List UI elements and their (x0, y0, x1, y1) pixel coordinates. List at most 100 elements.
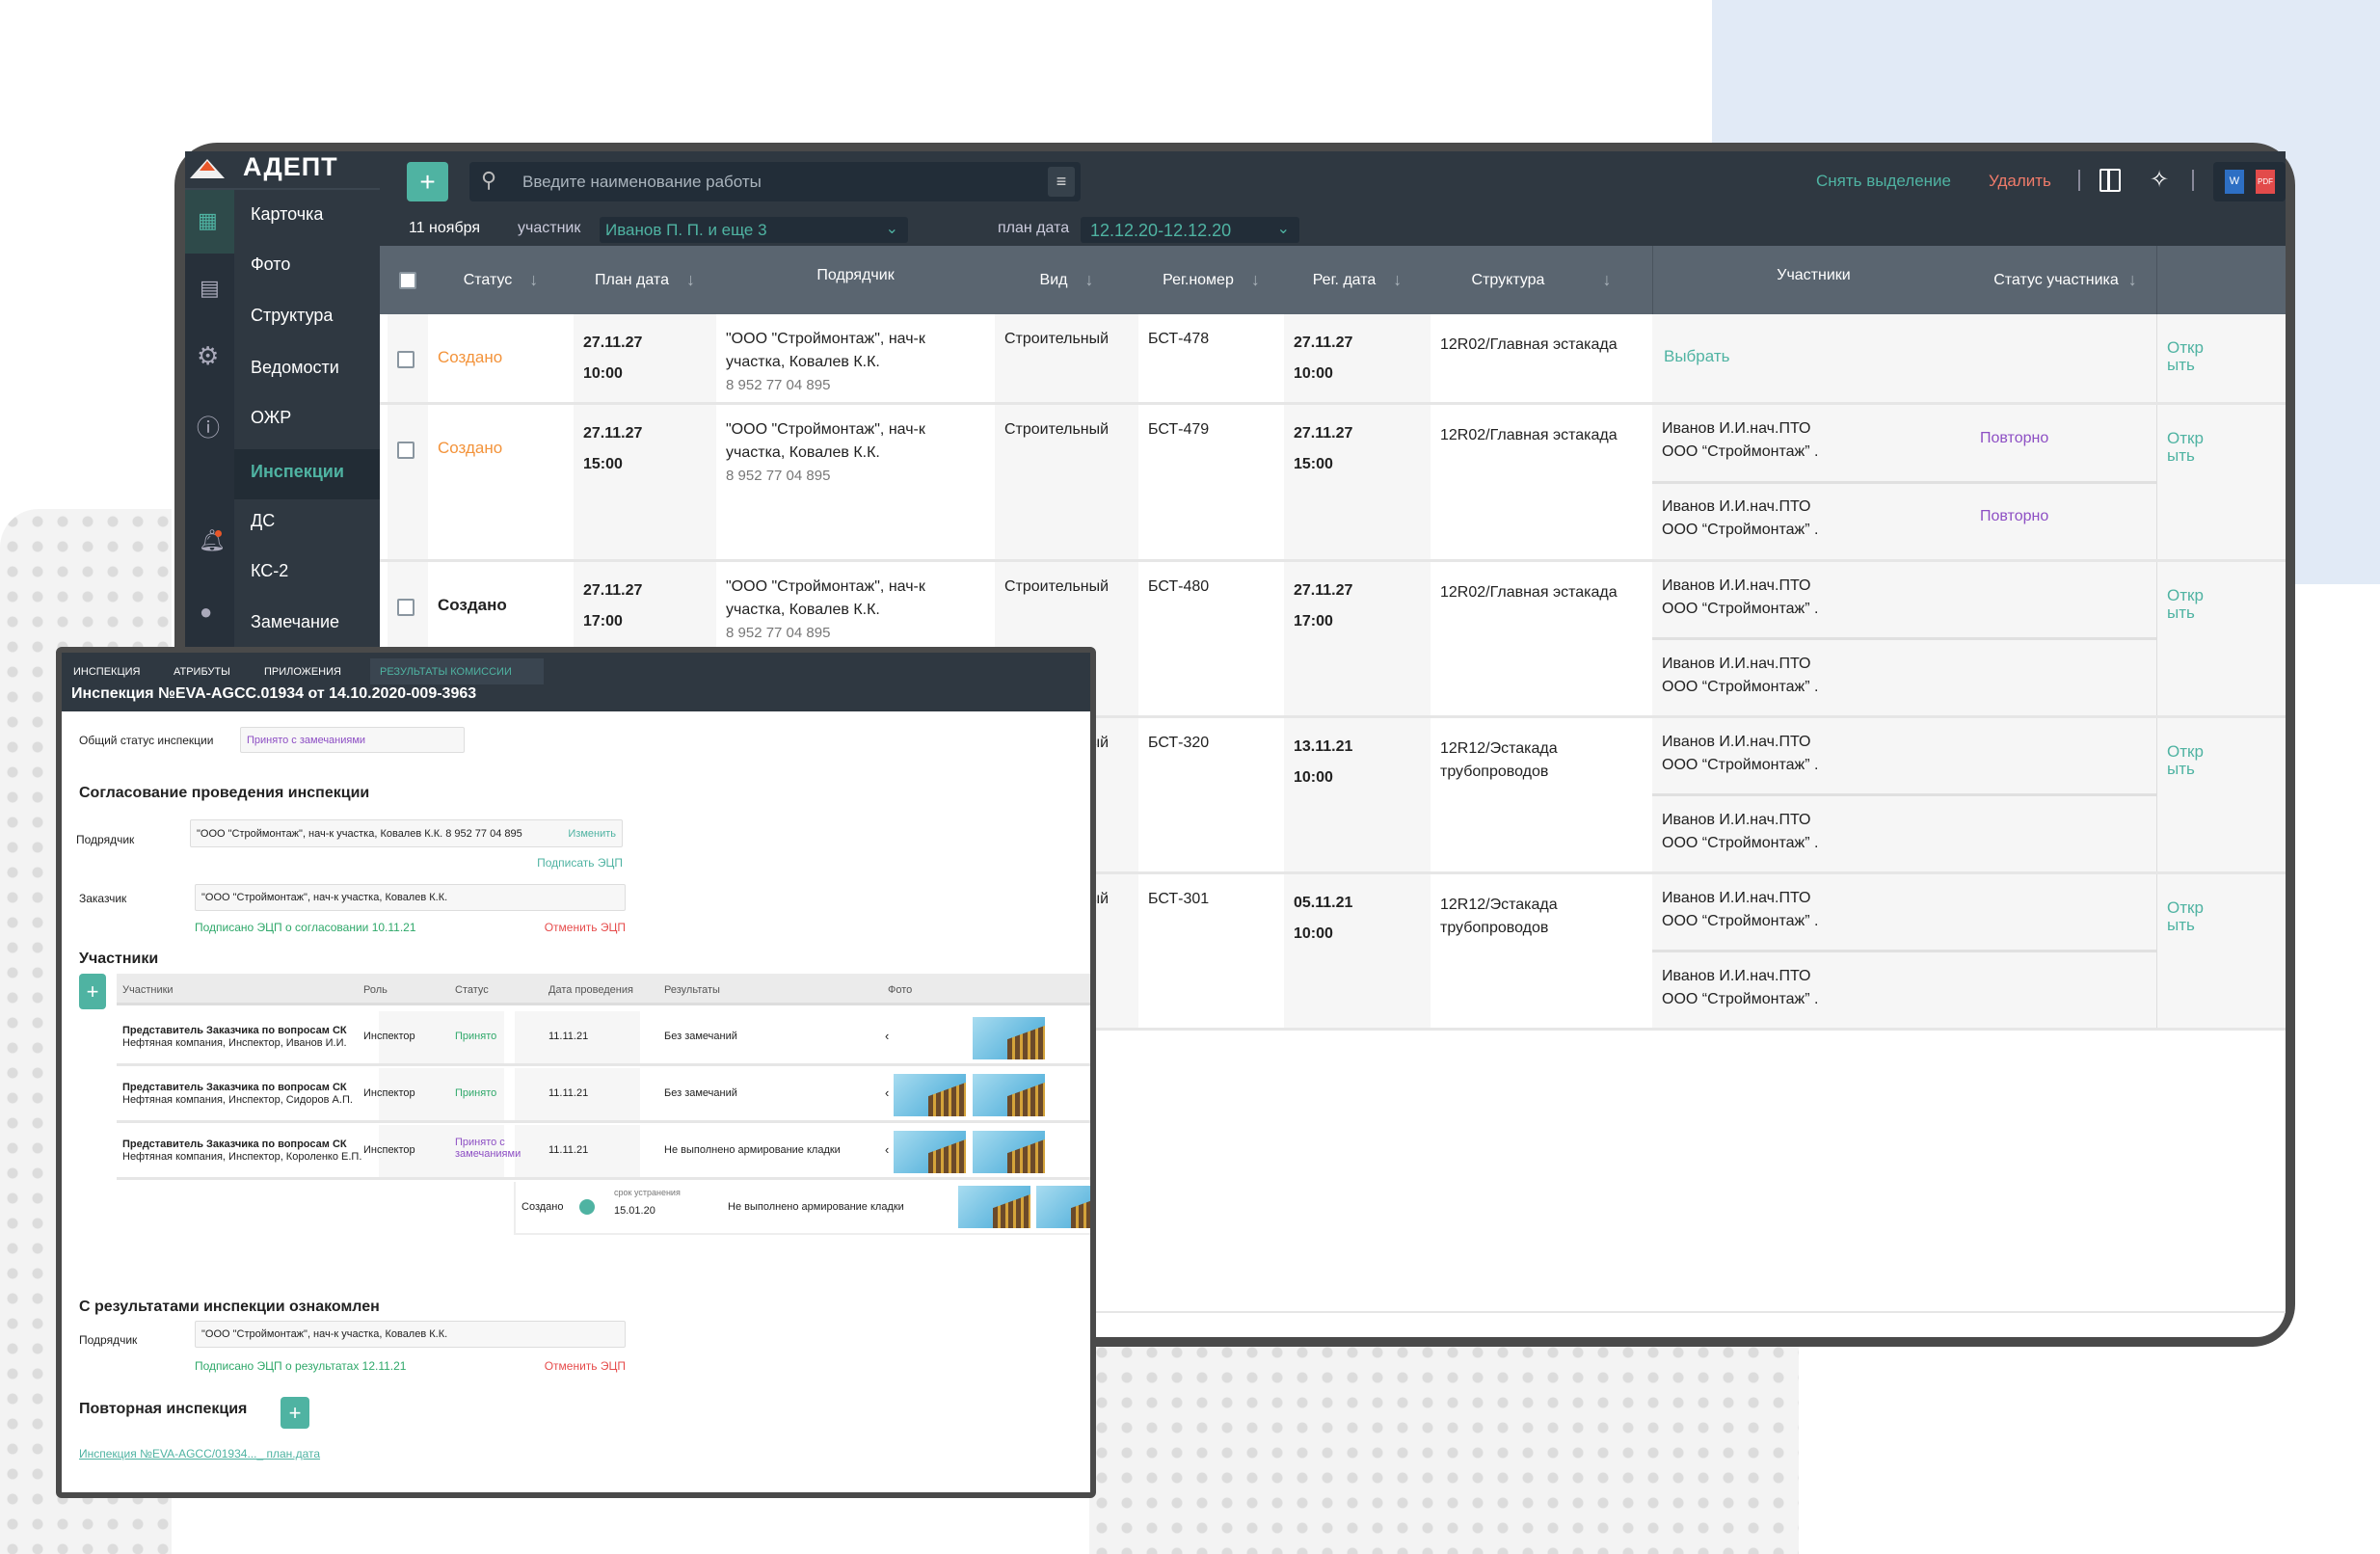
add-repeat-inspection-button[interactable]: + (281, 1397, 309, 1429)
document-icon[interactable]: ▤ (200, 276, 220, 300)
info-icon[interactable]: ⓘ (197, 415, 220, 442)
participant-select[interactable]: Иванов П. П. и еще 3 ⌄ (600, 217, 908, 243)
tab-attributes[interactable]: АТРИБУТЫ (174, 666, 230, 678)
columns-icon[interactable] (2099, 169, 2121, 192)
buildings-icon[interactable]: ▦ (198, 208, 218, 232)
ptable-header-4[interactable]: Результаты (664, 984, 720, 996)
overall-status-field[interactable]: Принято с замечаниями (240, 727, 465, 753)
tab-inspection[interactable]: ИНСПЕКЦИЯ (73, 666, 141, 678)
select-all-checkbox[interactable] (399, 271, 416, 289)
ptable-header-0[interactable]: Участники (122, 984, 174, 996)
gear-icon[interactable]: ⚙ (197, 341, 220, 370)
choose-participant-link[interactable]: Выбрать (1664, 347, 1730, 365)
participant-row[interactable]: Представитель Заказчика по вопросам СК Не… (117, 1068, 1090, 1123)
sidebar-item-2[interactable]: Структура (251, 306, 334, 325)
photo-prev-icon[interactable]: ‹ (885, 1029, 890, 1043)
column-reg-number[interactable]: Рег.номер ↓ (1163, 270, 1260, 289)
sidebar-item-7[interactable]: КС-2 (251, 561, 289, 580)
status-text: Создано (438, 439, 503, 457)
ptable-header-2[interactable]: Статус (455, 984, 489, 996)
repeat-inspection-link[interactable]: Инспекция №EVA-AGCC/01934..._ план.дата (79, 1447, 321, 1460)
word-icon[interactable]: W (2225, 170, 2244, 194)
plan-date: 27.11.27 (583, 425, 643, 442)
photo-thumbnail[interactable] (973, 1074, 1045, 1116)
participant-remark-row[interactable]: Создано срок устранения 15.01.20 Не выполне… (514, 1182, 1090, 1235)
ptable-header-3[interactable]: Дата проведения (548, 984, 633, 996)
column-kind[interactable]: Вид ↓ (1039, 270, 1094, 289)
row-checkbox[interactable] (397, 442, 414, 459)
cell: 13.11.21 10:00 (1284, 718, 1431, 871)
sort-arrow-icon: ↓ (529, 270, 539, 289)
cell: Иванов И.И.нач.ПТО ООО “Строймонтаж” . Пов… (1652, 405, 2156, 559)
sidebar-item-3[interactable]: Ведомости (251, 358, 339, 377)
participant-row[interactable]: Представитель Заказчика по вопросам СК Не… (117, 1011, 1090, 1066)
ptable-header-1[interactable]: Роль (363, 984, 388, 996)
search-input[interactable]: ⚲ Введите наименование работы ≡ (469, 162, 1081, 201)
deselect-button[interactable]: Снять выделение (1816, 172, 1952, 190)
photo-thumbnail[interactable] (1036, 1186, 1090, 1228)
location-icon[interactable] (579, 1199, 595, 1215)
add-button[interactable]: + (407, 162, 448, 201)
open-link[interactable]: Откр ыть (2167, 338, 2204, 374)
pdf-icon[interactable]: PDF (2256, 170, 2275, 194)
results-contractor-field[interactable]: "ООО "Строймонтаж", нач-к участка, Ковал… (195, 1321, 626, 1348)
participant-label: участник (518, 220, 581, 236)
contractor-label: Подрядчик (76, 833, 135, 846)
cancel-sign-button[interactable]: Отменить ЭЦП (544, 921, 626, 934)
tab-commission-results[interactable]: РЕЗУЛЬТАТЫ КОМИССИИ (380, 666, 512, 678)
sign-button[interactable]: Подписать ЭЦП (537, 856, 623, 870)
sidebar-item-0[interactable]: Карточка (251, 204, 324, 224)
column-structure[interactable]: Структура ↓ (1471, 270, 1612, 289)
open-link[interactable]: Откр ыть (2167, 586, 2204, 622)
reg-time: 15:00 (1294, 456, 1333, 472)
participant-name: Иванов И.И.нач.ПТО (1662, 498, 1811, 516)
photo-prev-icon[interactable]: ‹ (885, 1142, 890, 1157)
delete-button[interactable]: Удалить (1989, 172, 2051, 190)
cell: 12R12/Эстакада трубопроводов (1431, 874, 1652, 1028)
photo-thumbnail[interactable] (973, 1131, 1045, 1173)
photo-thumbnail[interactable] (894, 1074, 966, 1116)
cell: 12R02/Главная эстакада (1431, 562, 1652, 715)
sidebar-item-1[interactable]: Фото (251, 255, 291, 274)
column-contractor[interactable]: Подрядчик (816, 267, 895, 283)
column-status[interactable]: Статус ↓ (463, 270, 539, 289)
cancel-sign-button[interactable]: Отменить ЭЦП (544, 1359, 626, 1373)
participant-entry: Иванов И.И.нач.ПТО ООО “Строймонтаж” . (1652, 796, 2156, 874)
open-link[interactable]: Откр ыть (2167, 898, 2204, 934)
participant-status[interactable]: Повторно (1980, 508, 2049, 525)
plan-date-select[interactable]: 12.12.20-12.12.20 ⌄ (1081, 217, 1299, 243)
column-plan-date[interactable]: План дата ↓ (595, 270, 695, 289)
sidebar-item-5[interactable]: Инспекции (251, 462, 344, 481)
structure: 12R12/Эстакада трубопроводов (1440, 897, 1558, 936)
participant-row[interactable]: Представитель Заказчика по вопросам СК Не… (117, 1125, 1090, 1180)
photo-thumbnail[interactable] (973, 1017, 1045, 1059)
sidebar-item-6[interactable]: ДС (251, 511, 276, 530)
ptable-header-5[interactable]: Фото (888, 984, 913, 996)
tab-attachments[interactable]: ПРИЛОЖЕНИЯ (264, 666, 341, 678)
open-link[interactable]: Откр ыть (2167, 742, 2204, 778)
sidebar-item-8[interactable]: Замечание (251, 612, 340, 631)
photo-prev-icon[interactable]: ‹ (885, 1085, 890, 1100)
column-participant-status[interactable]: Статус участника ↓ (1993, 270, 2137, 289)
contractor-field[interactable]: "ООО "Строймонтаж", нач-к участка, Ковал… (190, 819, 623, 847)
row-checkbox[interactable] (397, 351, 414, 368)
add-participant-button[interactable]: + (79, 974, 106, 1009)
participant-status[interactable]: Повторно (1980, 429, 2049, 446)
change-button[interactable]: Изменить (568, 827, 616, 840)
participant-entry: Иванов И.И.нач.ПТО ООО “Строймонтаж” . Пов… (1652, 484, 2156, 563)
photo-thumbnail[interactable] (958, 1186, 1030, 1228)
user-icon[interactable]: ● (200, 600, 213, 624)
column-participants[interactable]: Участники (1652, 246, 1974, 314)
table-row[interactable]: Создано 27.11.27 10:00 "ООО "Строймонтаж", … (380, 314, 2286, 405)
row-checkbox[interactable] (397, 599, 414, 616)
sidebar-item-4[interactable]: ОЖР (251, 408, 292, 427)
filter-icon[interactable]: ≡ (1048, 167, 1075, 197)
photo-thumbnail[interactable] (894, 1131, 966, 1173)
table-row[interactable]: Создано 27.11.27 15:00 "ООО "Строймонтаж", … (380, 405, 2286, 562)
customer-field[interactable]: "ООО "Строймонтаж", нач-к участка, Ковал… (195, 884, 626, 911)
structure: 12R02/Главная эстакада (1440, 336, 1618, 353)
open-link[interactable]: Откр ыть (2167, 429, 2204, 465)
cell: "ООО "Строймонтаж", нач-к участка, Ковал… (716, 405, 995, 559)
column-reg-date[interactable]: Рег. дата ↓ (1312, 270, 1403, 289)
pin-icon[interactable]: ✧ (2150, 167, 2170, 193)
